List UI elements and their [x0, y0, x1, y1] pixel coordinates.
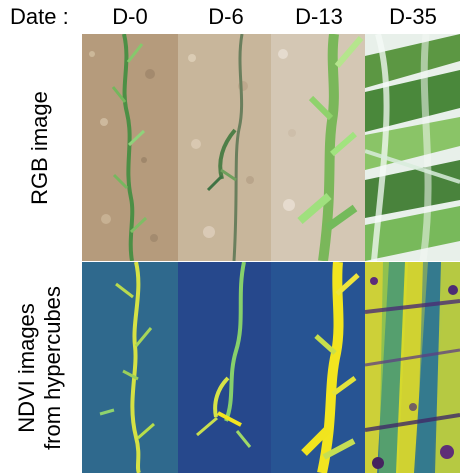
column-header-d35: D-35 [389, 4, 437, 29]
ndvi-image-d35 [365, 262, 460, 473]
ndvi-row-label-line-2: from hypercubes [40, 285, 66, 450]
rgb-image-d35 [365, 34, 460, 261]
rgb-image-d0 [82, 34, 178, 261]
column-header-d0: D-0 [112, 4, 148, 29]
rgb-row-label: RGB image [27, 90, 52, 205]
date-label: Date : [10, 4, 69, 29]
ndvi-row-label-area: NDVI images from hypercubes [0, 262, 80, 473]
rgb-image-d13 [271, 34, 365, 261]
column-header-d6: D-6 [208, 4, 244, 29]
column-header-d13: D-13 [295, 4, 343, 29]
ndvi-row-label-line-1: NDVI images [14, 302, 40, 433]
ndvi-image-d0 [82, 262, 178, 473]
rgb-image-d6 [178, 34, 271, 261]
ndvi-image-d13 [271, 262, 365, 473]
ndvi-image-d6 [178, 262, 271, 473]
rgb-row-label-area: RGB image [0, 34, 80, 261]
ndvi-row-label: NDVI images from hypercubes [14, 286, 66, 450]
